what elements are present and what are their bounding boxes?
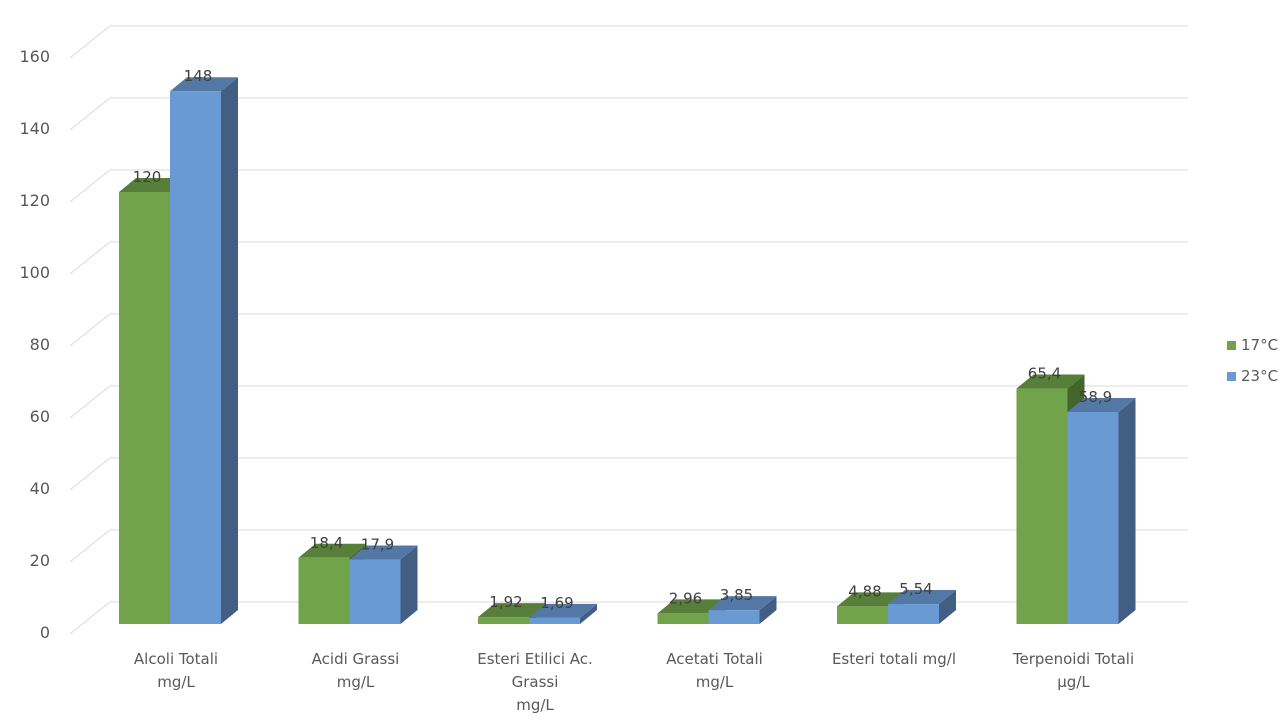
gridline — [69, 313, 1188, 347]
bar — [888, 590, 956, 624]
legend-item: 17°C — [1227, 336, 1278, 354]
legend-swatch — [1227, 341, 1236, 350]
data-label: 17,9 — [361, 536, 394, 554]
legend-item: 23°C — [1227, 367, 1278, 385]
data-label: 18,4 — [310, 534, 343, 552]
x-category-label: Acidi Grassi mg/L — [312, 650, 400, 691]
data-label: 5,54 — [899, 580, 932, 598]
y-tick-label: 20 — [30, 551, 50, 570]
y-tick-label: 40 — [30, 479, 50, 498]
gridline — [69, 457, 1188, 491]
x-category-label: Esteri Etilici Ac. Grassi mg/L — [477, 650, 593, 714]
gridline — [69, 385, 1188, 419]
y-tick-label: 160 — [19, 47, 50, 66]
y-tick-label: 140 — [19, 119, 50, 138]
y-tick-label: 80 — [30, 335, 50, 354]
x-category-label: Acetati Totali mg/L — [666, 650, 763, 691]
bar — [349, 545, 418, 624]
bar — [170, 77, 238, 624]
data-label: 65,4 — [1028, 365, 1061, 383]
legend-swatch — [1227, 372, 1236, 381]
x-category-label: Esteri totali mg/l — [832, 650, 956, 668]
data-label: 1,92 — [489, 593, 522, 611]
legend-label: 17°C — [1241, 336, 1278, 354]
gridline — [69, 529, 1188, 563]
y-tick-label: 120 — [19, 191, 50, 210]
bar — [1067, 397, 1136, 624]
gridline — [69, 601, 1188, 635]
data-label: 148 — [184, 67, 213, 85]
data-label: 2,96 — [669, 589, 702, 607]
gridline — [69, 241, 1188, 275]
data-label: 4,88 — [848, 582, 881, 600]
x-category-label: Alcoli Totali mg/L — [134, 650, 218, 691]
data-label: 58,9 — [1079, 388, 1112, 406]
legend-label: 23°C — [1241, 367, 1278, 385]
data-label: 3,85 — [720, 586, 753, 604]
y-tick-label: 0 — [40, 623, 50, 642]
bar — [708, 596, 777, 624]
data-label: 120 — [133, 168, 162, 186]
x-category-label: Terpenoidi Totali µg/L — [1012, 650, 1134, 691]
gridline — [69, 97, 1188, 131]
y-tick-label: 60 — [30, 407, 50, 426]
bar — [529, 603, 597, 624]
gridline — [69, 169, 1188, 203]
gridline — [69, 25, 1188, 59]
y-tick-label: 100 — [19, 263, 50, 282]
data-label: 1,69 — [540, 594, 573, 612]
